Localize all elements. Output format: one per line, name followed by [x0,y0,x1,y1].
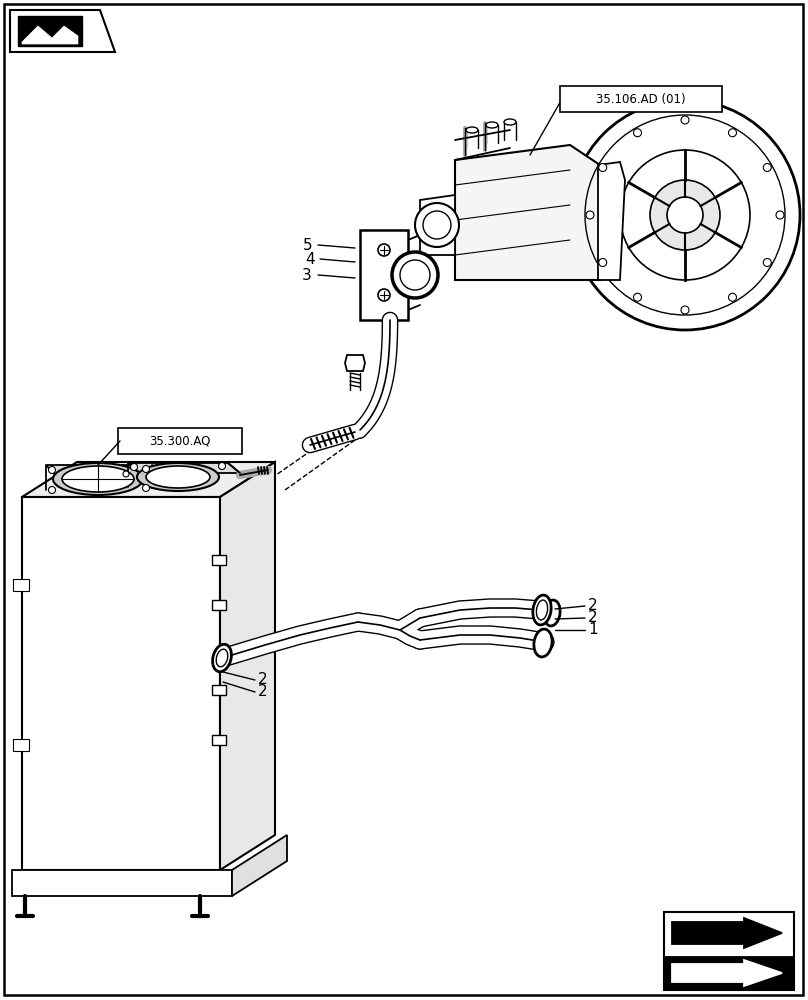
Polygon shape [10,10,115,52]
Circle shape [378,244,390,256]
Circle shape [378,289,390,301]
Polygon shape [598,162,625,280]
Ellipse shape [504,119,516,125]
Polygon shape [212,735,226,745]
Polygon shape [664,957,794,990]
Circle shape [142,466,149,473]
Circle shape [586,211,594,219]
Polygon shape [672,960,782,986]
FancyBboxPatch shape [13,579,29,591]
Circle shape [667,197,703,233]
Polygon shape [212,600,226,610]
Circle shape [633,129,642,137]
Polygon shape [128,463,240,473]
FancyBboxPatch shape [13,739,29,751]
Circle shape [650,180,720,250]
Polygon shape [46,465,162,476]
Polygon shape [12,870,232,896]
Polygon shape [672,918,782,948]
Circle shape [599,258,607,266]
Ellipse shape [534,629,552,657]
Text: 35.300.AQ: 35.300.AQ [149,434,211,448]
Ellipse shape [544,600,560,626]
Polygon shape [345,355,365,371]
Text: 2: 2 [588,610,598,626]
Circle shape [131,464,137,471]
Circle shape [729,129,737,137]
Text: 3: 3 [302,267,312,282]
Polygon shape [420,195,455,255]
Circle shape [123,471,129,477]
Circle shape [633,293,642,301]
Polygon shape [212,555,226,565]
Ellipse shape [137,463,219,491]
Circle shape [764,258,772,266]
Circle shape [681,306,689,314]
Circle shape [415,203,459,247]
Circle shape [729,293,737,301]
Ellipse shape [466,127,478,133]
Circle shape [776,211,784,219]
Circle shape [48,466,56,474]
Circle shape [764,163,772,172]
FancyBboxPatch shape [118,428,242,454]
Circle shape [681,116,689,124]
Text: 2: 2 [258,672,267,688]
Polygon shape [22,26,78,44]
FancyBboxPatch shape [664,912,794,990]
Polygon shape [455,145,600,280]
Polygon shape [22,462,275,497]
Text: 4: 4 [305,251,315,266]
Polygon shape [18,16,82,46]
Polygon shape [22,497,220,870]
Polygon shape [360,230,408,320]
Ellipse shape [213,644,231,672]
Ellipse shape [537,600,548,620]
Text: 35.106.AD (01): 35.106.AD (01) [596,93,686,105]
Circle shape [392,252,438,298]
Ellipse shape [62,466,134,492]
Ellipse shape [146,466,210,488]
Text: 2: 2 [588,598,598,613]
Circle shape [570,100,800,330]
Circle shape [142,485,149,491]
Ellipse shape [486,122,498,128]
Circle shape [599,163,607,172]
FancyBboxPatch shape [560,86,722,112]
Text: 1: 1 [588,622,598,638]
Text: 5: 5 [303,237,313,252]
Text: 2: 2 [258,684,267,700]
Ellipse shape [53,463,143,495]
Polygon shape [232,835,287,896]
Circle shape [218,462,225,470]
Polygon shape [220,462,275,870]
Ellipse shape [532,595,551,625]
Circle shape [48,487,56,493]
Polygon shape [212,685,226,695]
Ellipse shape [217,649,228,667]
